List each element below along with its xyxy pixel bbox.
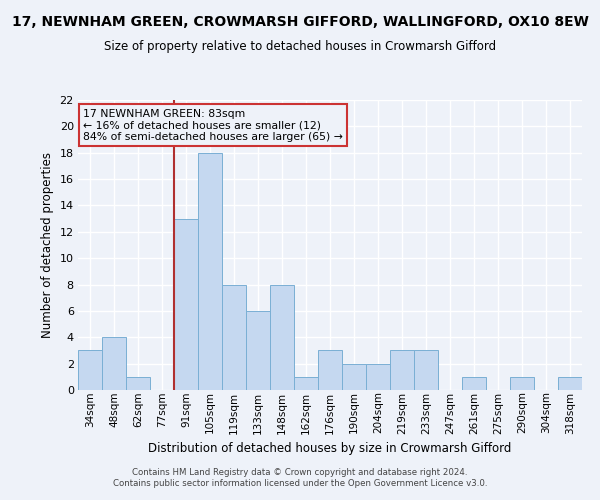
Bar xyxy=(462,377,486,390)
Text: Contains HM Land Registry data © Crown copyright and database right 2024.
Contai: Contains HM Land Registry data © Crown c… xyxy=(113,468,487,487)
Bar xyxy=(342,364,366,390)
Text: 17, NEWNHAM GREEN, CROWMARSH GIFFORD, WALLINGFORD, OX10 8EW: 17, NEWNHAM GREEN, CROWMARSH GIFFORD, WA… xyxy=(11,15,589,29)
Bar xyxy=(414,350,438,390)
Bar xyxy=(126,377,150,390)
Bar xyxy=(510,377,534,390)
Bar xyxy=(246,311,270,390)
Bar xyxy=(390,350,414,390)
Bar xyxy=(270,284,294,390)
Bar xyxy=(174,218,198,390)
Bar xyxy=(558,377,582,390)
Bar xyxy=(222,284,246,390)
Y-axis label: Number of detached properties: Number of detached properties xyxy=(41,152,54,338)
Text: 17 NEWNHAM GREEN: 83sqm
← 16% of detached houses are smaller (12)
84% of semi-de: 17 NEWNHAM GREEN: 83sqm ← 16% of detache… xyxy=(83,108,343,142)
Bar xyxy=(318,350,342,390)
Text: Size of property relative to detached houses in Crowmarsh Gifford: Size of property relative to detached ho… xyxy=(104,40,496,53)
Bar xyxy=(366,364,390,390)
Bar xyxy=(198,152,222,390)
Bar xyxy=(102,338,126,390)
Bar xyxy=(294,377,318,390)
X-axis label: Distribution of detached houses by size in Crowmarsh Gifford: Distribution of detached houses by size … xyxy=(148,442,512,455)
Bar xyxy=(78,350,102,390)
